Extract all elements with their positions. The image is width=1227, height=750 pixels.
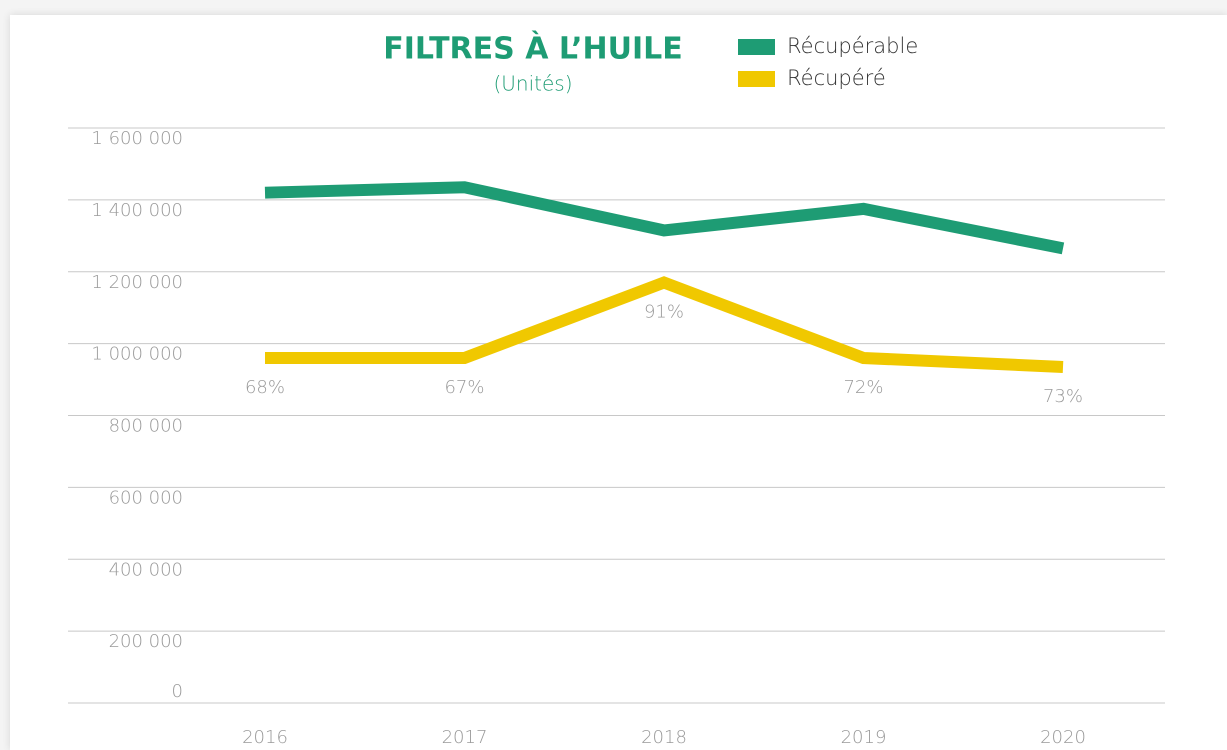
y-tick-label: 1 400 000 xyxy=(91,200,183,221)
x-tick-label: 2017 xyxy=(442,727,488,748)
x-tick-label: 2018 xyxy=(641,727,687,748)
y-tick-label: 800 000 xyxy=(109,416,183,437)
annotation: 72% xyxy=(843,377,883,398)
y-tick-label: 1 200 000 xyxy=(91,272,183,293)
annotation: 91% xyxy=(644,302,684,323)
series-line xyxy=(265,276,1064,373)
y-tick-label: 0 xyxy=(172,681,183,702)
x-tick-label: 2019 xyxy=(841,727,887,748)
y-tick-label: 200 000 xyxy=(109,631,183,652)
x-tick-label: 2020 xyxy=(1040,727,1086,748)
legend-label: Récupéré xyxy=(787,66,886,90)
y-tick-label: 1 600 000 xyxy=(91,128,183,149)
y-tick-label: 400 000 xyxy=(109,559,183,580)
series-line xyxy=(264,181,1065,255)
annotation: 73% xyxy=(1043,386,1083,407)
annotation: 67% xyxy=(444,377,484,398)
y-tick-label: 600 000 xyxy=(109,487,183,508)
chart-subtitle: (Unités) xyxy=(493,72,572,96)
annotation: 68% xyxy=(245,377,285,398)
chart-title: FILTRES À L’HUILE xyxy=(383,31,682,67)
card xyxy=(10,15,1227,750)
x-tick-label: 2016 xyxy=(242,727,288,748)
legend-swatch xyxy=(738,71,775,87)
legend-label: Récupérable xyxy=(787,34,918,58)
y-tick-label: 1 000 000 xyxy=(91,344,183,365)
legend-swatch xyxy=(738,39,775,55)
